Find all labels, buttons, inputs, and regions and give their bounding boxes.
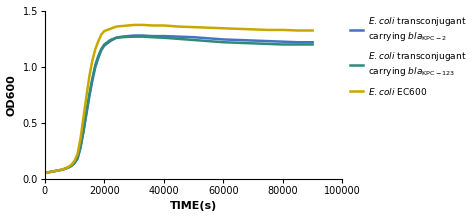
Y-axis label: OD600: OD600 (7, 74, 17, 116)
X-axis label: TIME(s): TIME(s) (170, 201, 217, 211)
Legend: $\it{E. coli}$ transconjugant
carrying $\it{bla}$$_{\mathrm{KPC-2}}$, $\it{E. co: $\it{E. coli}$ transconjugant carrying $… (350, 15, 466, 97)
